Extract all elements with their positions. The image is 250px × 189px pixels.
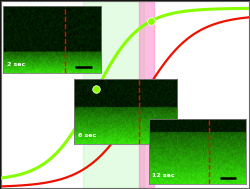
- Bar: [139, 1, 154, 188]
- Bar: [83, 1, 144, 188]
- Point: [149, 19, 153, 22]
- Point: [94, 88, 98, 91]
